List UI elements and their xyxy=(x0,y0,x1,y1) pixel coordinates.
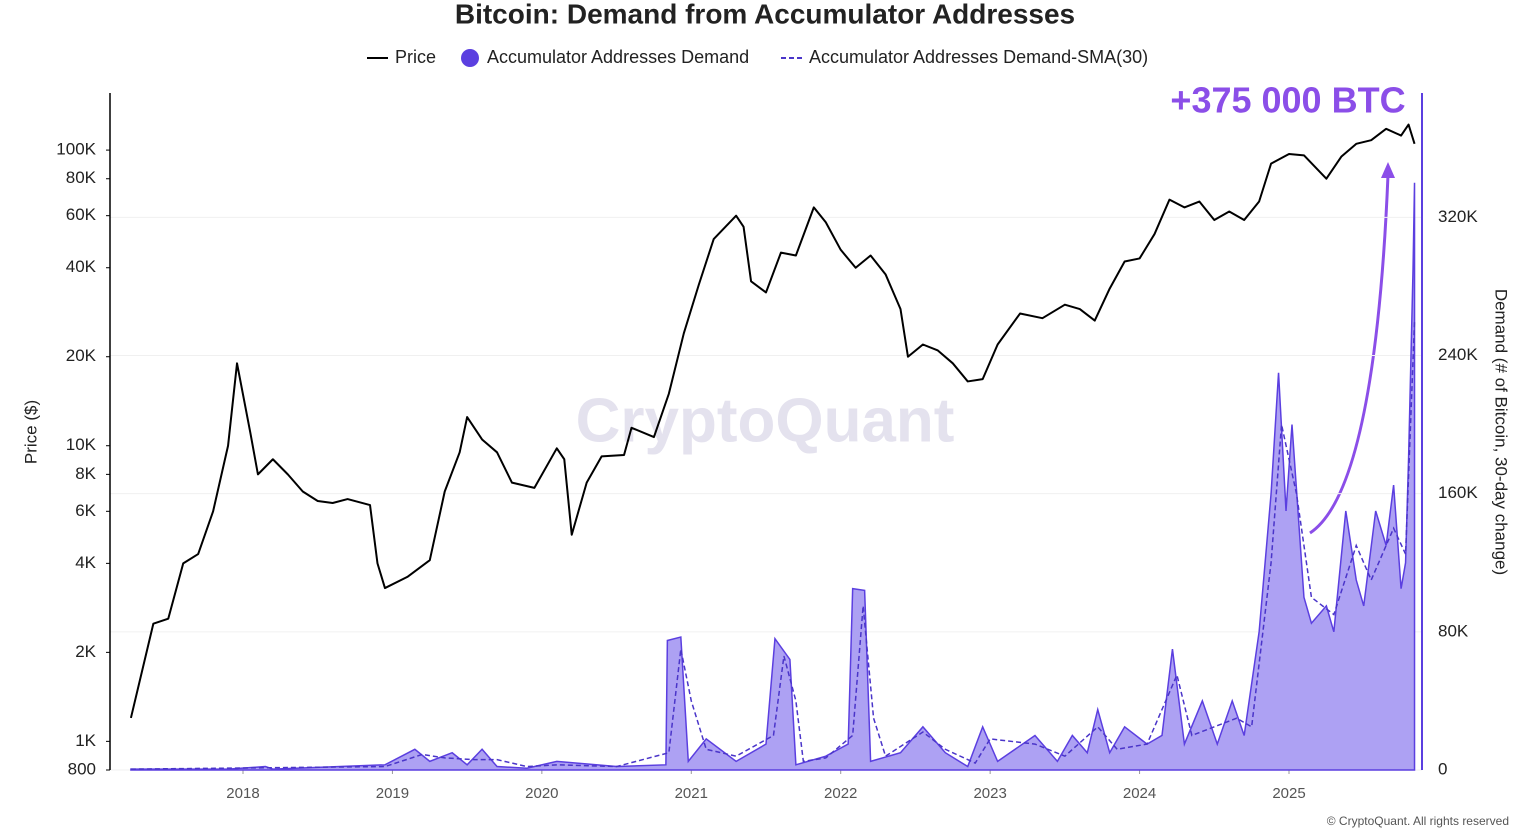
legend-label: Accumulator Addresses Demand-SMA(30) xyxy=(809,47,1148,67)
y-tick-label: 4K xyxy=(75,553,96,572)
watermark: CryptoQuant xyxy=(576,386,955,455)
y-tick-label: 100K xyxy=(56,140,96,159)
annotation: +375 000 BTC xyxy=(1170,80,1405,121)
y2-tick-label: 160K xyxy=(1438,483,1478,502)
y-tick-label: 20K xyxy=(66,346,97,365)
x-tick-label: 2023 xyxy=(973,785,1006,802)
price-line xyxy=(129,123,1416,719)
y-tick-label: 80K xyxy=(66,168,97,187)
y2-axis-title: Demand (# of Bitcoin, 30-day change) xyxy=(1492,289,1511,575)
x-tick-label: 2022 xyxy=(824,785,857,802)
y-tick-label: 10K xyxy=(66,435,97,454)
y2-tick-label: 0 xyxy=(1438,759,1447,778)
x-tick-label: 2018 xyxy=(226,785,259,802)
arrow-head xyxy=(1381,162,1395,178)
legend-label: Price xyxy=(395,47,436,67)
chart-title: Bitcoin: Demand from Accumulator Address… xyxy=(455,0,1075,29)
y2-tick-label: 320K xyxy=(1438,207,1478,226)
x-tick-label: 2024 xyxy=(1123,785,1156,802)
x-tick-label: 2020 xyxy=(525,785,558,802)
y-tick-label: 2K xyxy=(75,642,96,661)
y-tick-label: 1K xyxy=(75,731,96,750)
footer: © CryptoQuant. All rights reserved xyxy=(1327,814,1509,828)
y2-tick-label: 80K xyxy=(1438,621,1469,640)
x-tick-label: 2025 xyxy=(1272,785,1305,802)
demand-area xyxy=(130,182,1416,771)
sma-line xyxy=(130,320,1416,770)
annotation-arrow xyxy=(1309,174,1390,535)
x-tick-label: 2019 xyxy=(376,785,409,802)
y-tick-label: 8K xyxy=(75,464,96,483)
y-tick-label: 800 xyxy=(68,759,96,778)
legend: Price Accumulator Addresses Demand Accumul… xyxy=(367,47,1148,67)
x-tick-label: 2021 xyxy=(675,785,708,802)
y2-tick-label: 240K xyxy=(1438,345,1478,364)
y-axis-title: Price ($) xyxy=(21,400,40,464)
y-tick-label: 60K xyxy=(66,205,97,224)
y-tick-label: 40K xyxy=(66,257,97,276)
legend-label: Accumulator Addresses Demand xyxy=(487,47,749,67)
y-tick-label: 6K xyxy=(75,501,96,520)
legend-swatch xyxy=(461,49,479,67)
